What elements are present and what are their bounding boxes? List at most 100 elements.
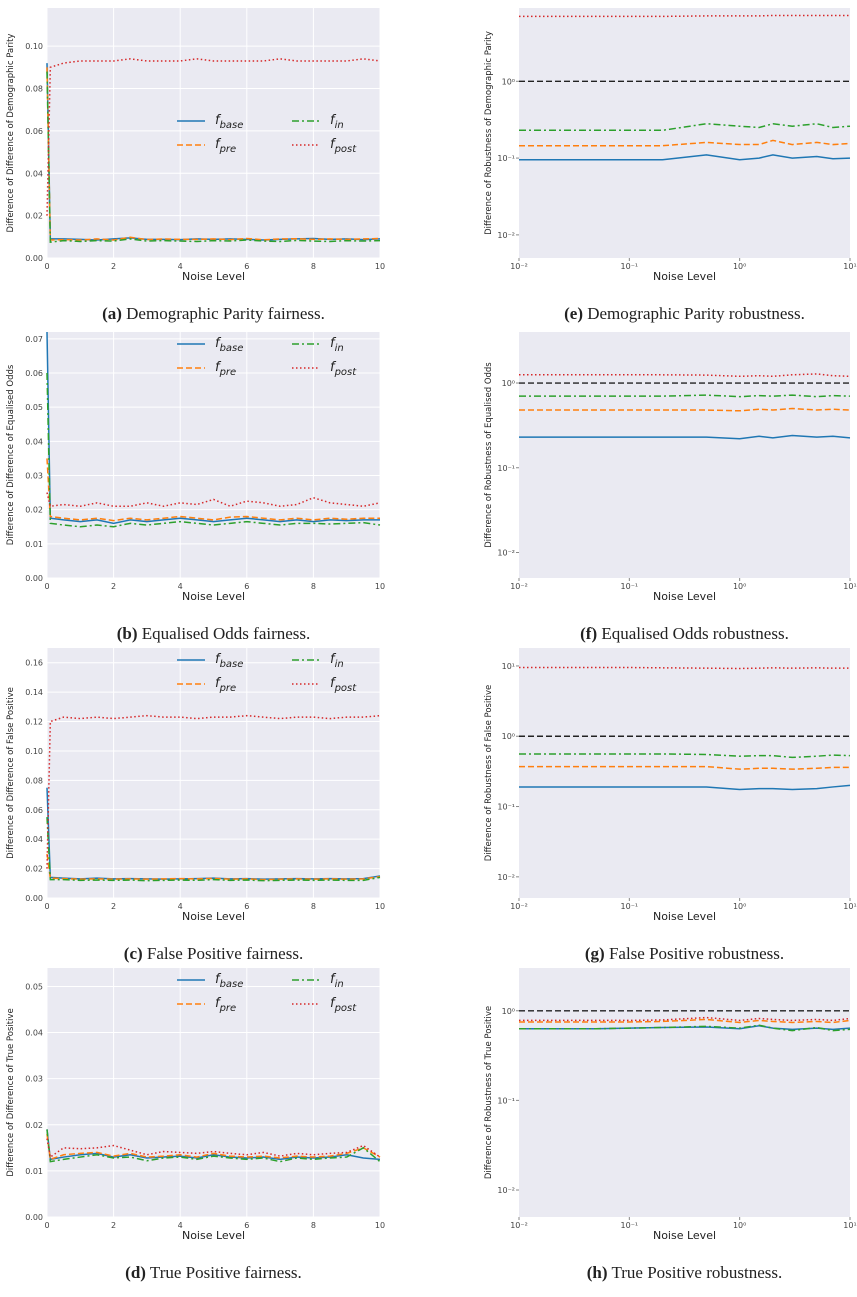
series-line bbox=[519, 434, 851, 440]
caption-label: (d) bbox=[125, 1263, 146, 1282]
x-tick-label: 6 bbox=[244, 582, 249, 591]
x-tick-label: 10⁰ bbox=[733, 902, 746, 911]
x-tick-label: 10⁰ bbox=[733, 1221, 746, 1230]
x-tick-label: 2 bbox=[111, 582, 116, 591]
x-tick-label: 8 bbox=[311, 262, 316, 271]
y-tick-label: 0.06 bbox=[25, 369, 43, 378]
caption-text: Equalised Odds robustness. bbox=[601, 624, 788, 643]
x-tick-label: 6 bbox=[244, 262, 249, 271]
y-tick-label: 10⁰ bbox=[502, 379, 515, 388]
y-tick-label: 10⁻² bbox=[497, 1186, 515, 1195]
plot-area bbox=[519, 968, 850, 1217]
series-line bbox=[46, 331, 380, 525]
series-line bbox=[519, 122, 851, 132]
y-axis-label: Difference of Difference of Equalised Od… bbox=[6, 364, 16, 545]
caption-label: (a) bbox=[102, 304, 122, 323]
caption-text: True Positive fairness. bbox=[150, 1263, 302, 1282]
x-tick-label: 10¹ bbox=[843, 262, 856, 271]
y-tick-label: 0.04 bbox=[25, 1029, 43, 1038]
y-tick-label: 0.02 bbox=[25, 506, 43, 515]
y-tick-label: 0.03 bbox=[25, 472, 43, 481]
x-tick-label: 10⁻² bbox=[510, 582, 528, 591]
y-tick-label: 0.14 bbox=[25, 688, 43, 697]
series-line bbox=[46, 58, 381, 216]
y-axis-label: Difference of Robustness of Demographic … bbox=[484, 31, 494, 235]
series-line bbox=[519, 154, 851, 161]
y-tick-label: 0.04 bbox=[25, 437, 43, 446]
y-tick-label: 10⁻² bbox=[497, 231, 515, 240]
y-tick-label: 10⁻² bbox=[497, 548, 515, 557]
plot-area bbox=[519, 648, 850, 898]
plot-area bbox=[519, 8, 850, 258]
series-line bbox=[519, 407, 851, 412]
x-tick-label: 10¹ bbox=[843, 902, 856, 911]
x-tick-label: 4 bbox=[178, 1221, 183, 1230]
caption: (g) False Positive robustness. bbox=[585, 944, 784, 963]
caption: (c) False Positive fairness. bbox=[124, 944, 303, 963]
y-axis-label: Difference of Difference of True Positiv… bbox=[6, 1008, 16, 1176]
x-tick-label: 2 bbox=[111, 1221, 116, 1230]
series-line bbox=[519, 666, 850, 670]
caption: (e) Demographic Parity robustness. bbox=[564, 304, 805, 323]
y-tick-label: 0.12 bbox=[25, 718, 43, 727]
caption-label: (e) bbox=[564, 304, 583, 323]
y-tick-label: 10⁻² bbox=[497, 873, 515, 882]
x-axis-label: Noise Level bbox=[182, 590, 245, 603]
x-tick-label: 10⁻¹ bbox=[621, 902, 639, 911]
caption: (a) Demographic Parity fairness. bbox=[102, 304, 325, 323]
x-tick-label: 8 bbox=[311, 582, 316, 591]
caption-label: (h) bbox=[587, 1263, 608, 1282]
caption-label: (g) bbox=[585, 944, 605, 963]
x-tick-label: 4 bbox=[178, 902, 183, 911]
x-tick-label: 10⁻¹ bbox=[621, 582, 639, 591]
x-tick-label: 2 bbox=[111, 902, 116, 911]
caption-text: True Positive robustness. bbox=[611, 1263, 782, 1282]
caption: (f) Equalised Odds robustness. bbox=[580, 624, 789, 643]
caption-label: (b) bbox=[117, 624, 138, 643]
caption-text: Demographic Parity robustness. bbox=[587, 304, 805, 323]
series-line bbox=[519, 139, 851, 147]
series-line bbox=[46, 67, 381, 241]
y-tick-label: 0.05 bbox=[25, 403, 43, 412]
y-tick-label: 10⁻¹ bbox=[497, 154, 515, 163]
y-tick-label: 0.07 bbox=[25, 335, 43, 344]
series-line bbox=[519, 753, 851, 759]
plot-area bbox=[47, 648, 380, 898]
y-tick-label: 10¹ bbox=[502, 662, 515, 671]
series-line bbox=[46, 1129, 381, 1163]
plot-area bbox=[47, 968, 380, 1217]
series-line bbox=[519, 784, 851, 791]
series-line bbox=[519, 765, 850, 770]
x-tick-label: 10⁻² bbox=[510, 902, 528, 911]
series-line bbox=[46, 372, 381, 528]
series-line bbox=[519, 394, 851, 398]
y-axis-label: Difference of Robustness of Equalised Od… bbox=[484, 362, 494, 548]
x-tick-label: 10⁻² bbox=[510, 1221, 528, 1230]
x-tick-label: 10 bbox=[375, 902, 385, 911]
y-tick-label: 0.00 bbox=[25, 894, 43, 903]
y-tick-label: 0.08 bbox=[25, 85, 43, 94]
x-tick-label: 10⁰ bbox=[733, 262, 746, 271]
x-axis-label: Noise Level bbox=[653, 910, 716, 923]
y-axis-label: Difference of Difference of Demographic … bbox=[6, 34, 16, 233]
x-tick-label: 10 bbox=[375, 262, 385, 271]
caption-text: False Positive fairness. bbox=[147, 944, 303, 963]
y-tick-label: 0.03 bbox=[25, 1075, 43, 1084]
series-line bbox=[519, 373, 851, 378]
caption: (b) Equalised Odds fairness. bbox=[117, 624, 311, 643]
y-tick-label: 0.00 bbox=[25, 1213, 43, 1222]
series-line bbox=[46, 714, 381, 869]
x-tick-label: 10⁻² bbox=[510, 262, 528, 271]
y-tick-label: 0.01 bbox=[25, 1167, 43, 1176]
series-line bbox=[46, 1129, 381, 1161]
x-tick-label: 8 bbox=[311, 1221, 316, 1230]
x-tick-label: 8 bbox=[311, 902, 316, 911]
x-tick-label: 10 bbox=[375, 582, 385, 591]
y-tick-label: 0.06 bbox=[25, 127, 43, 136]
x-axis-label: Noise Level bbox=[182, 270, 245, 283]
y-axis-label: Difference of Difference of False Positi… bbox=[6, 687, 16, 859]
x-tick-label: 10⁻¹ bbox=[621, 262, 639, 271]
x-tick-label: 10⁰ bbox=[733, 582, 746, 591]
caption-text: Equalised Odds fairness. bbox=[142, 624, 311, 643]
